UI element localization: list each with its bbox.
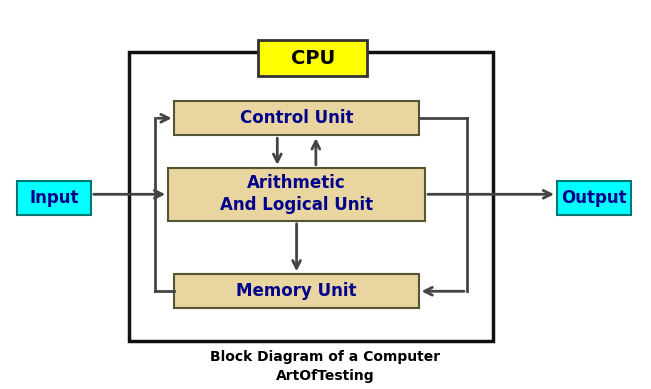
Text: Control Unit: Control Unit	[240, 109, 353, 127]
Text: Memory Unit: Memory Unit	[236, 282, 357, 300]
FancyBboxPatch shape	[17, 181, 91, 215]
Text: Arithmetic
And Logical Unit: Arithmetic And Logical Unit	[220, 174, 373, 214]
Text: Output: Output	[561, 189, 627, 207]
FancyBboxPatch shape	[168, 168, 425, 221]
FancyBboxPatch shape	[557, 181, 631, 215]
FancyBboxPatch shape	[174, 274, 419, 308]
FancyBboxPatch shape	[174, 101, 419, 135]
Text: Input: Input	[29, 189, 79, 207]
Text: CPU: CPU	[290, 49, 335, 68]
Text: Block Diagram of a Computer: Block Diagram of a Computer	[210, 350, 441, 364]
FancyBboxPatch shape	[258, 40, 367, 76]
Text: ArtOfTesting: ArtOfTesting	[276, 369, 375, 383]
Bar	[130, 52, 493, 341]
